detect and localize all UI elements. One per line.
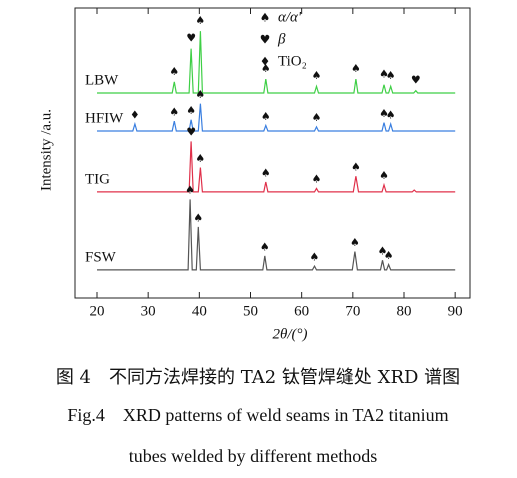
xrd-pattern <box>97 103 456 132</box>
peak-marker: ♠ <box>169 65 179 78</box>
legend-symbol: ♥ <box>260 33 271 47</box>
peak-marker: ♦ <box>130 108 140 121</box>
peak-marker: ♠ <box>384 249 394 262</box>
peak-marker: ♠ <box>386 69 396 82</box>
peak-marker: ♠ <box>195 88 205 101</box>
peak-marker: ♠ <box>261 62 271 75</box>
legend-label: TiO₂ <box>278 53 307 69</box>
peak-marker: ♠ <box>312 111 322 124</box>
caption-en: Fig.4 XRD patterns of weld seams in TA2 … <box>67 405 448 425</box>
peak-marker: ♠ <box>261 110 271 123</box>
legend-label: β <box>277 31 286 47</box>
series-label: TIG <box>85 171 110 187</box>
peak-marker: ♠ <box>195 152 205 165</box>
peak-marker: ♥ <box>411 74 421 87</box>
peak-marker: ♠ <box>193 211 203 224</box>
x-axis-label: 2θ/(°) <box>272 326 307 342</box>
xrd-pattern <box>97 31 456 94</box>
peak-marker: ♠ <box>261 166 271 179</box>
x-tick-label: 30 <box>141 303 156 319</box>
peak-marker: ♠ <box>386 108 396 121</box>
peak-marker: ♠ <box>185 184 195 197</box>
x-tick-label: 50 <box>243 303 258 319</box>
peak-marker: ♠ <box>260 240 270 253</box>
caption-en: tubes welded by different methods <box>129 446 378 466</box>
x-tick-label: 20 <box>90 303 105 319</box>
x-tick-label: 90 <box>448 303 463 319</box>
peak-marker: ♠ <box>379 169 389 182</box>
peak-marker: ♠ <box>312 173 322 186</box>
series-label: LBW <box>85 72 119 88</box>
legend-symbol: ♦ <box>260 55 271 69</box>
x-tick-label: 60 <box>294 303 309 319</box>
peak-marker: ♠ <box>350 236 360 249</box>
peak-marker: ♠ <box>186 104 196 117</box>
peak-marker: ♠ <box>312 69 322 82</box>
plot-frame <box>74 7 471 299</box>
xrd-pattern <box>97 141 456 193</box>
xrd-pattern <box>97 199 456 271</box>
x-tick-label: 80 <box>396 303 411 319</box>
peak-marker: ♠ <box>378 245 388 258</box>
series-label: HFIW <box>85 110 124 126</box>
peak-marker: ♥ <box>186 31 196 44</box>
peak-marker: ♠ <box>195 14 205 27</box>
peak-marker: ♠ <box>351 161 361 174</box>
peak-marker: ♠ <box>379 68 389 81</box>
peak-marker: ♥ <box>186 126 196 139</box>
legend-label: α/α' <box>278 9 302 25</box>
caption-zh: 图 4 不同方法焊接的 TA2 钛管焊缝处 XRD 谱图 <box>56 367 460 388</box>
x-tick-label: 70 <box>345 303 360 319</box>
series-label: FSW <box>85 249 117 265</box>
peak-marker: ♠ <box>169 105 179 118</box>
y-axis-label: Intensity /a.u. <box>38 109 54 191</box>
peak-marker: ♠ <box>379 107 389 120</box>
peak-marker: ♠ <box>351 62 361 75</box>
x-tick-label: 40 <box>192 303 207 319</box>
legend-symbol: ♠ <box>260 11 271 25</box>
peak-marker: ♠ <box>310 250 320 263</box>
